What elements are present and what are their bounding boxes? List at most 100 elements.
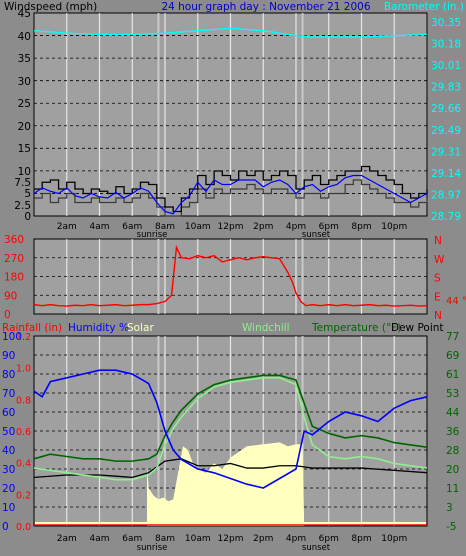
top-x-tick-label: 12pm [218,222,244,232]
temperature-tick-label: 36 [446,426,460,438]
temperature-tick-label: 69 [446,350,459,362]
barometer-tick-label: 29.14 [431,168,461,180]
bottom-x-tick-label: 4pm [286,534,306,544]
current-direction-readout: 44 ° [446,296,466,307]
barometer-tick-label: 28.79 [431,211,461,223]
wind-direction-line [33,244,428,307]
legend-windchill: Windchill [242,322,290,334]
temperature-tick-label: 44 [446,407,460,419]
solar-area [146,442,305,526]
temperature-tick-label: 28 [446,445,459,457]
sunrise-label-top: sunrise [137,230,168,240]
temperature-tick-label: 3 [446,502,453,514]
direction-tick-label: 180 [4,272,24,284]
humidity-tick-label: 50 [2,426,15,438]
humidity-tick-label: 20 [2,483,15,495]
bottom-x-tick-label: 12pm [218,534,244,544]
top-x-tick-label: 2pm [253,222,273,232]
data-series [33,27,428,526]
temperature-line [33,374,428,462]
barometer-tick-label: 29.66 [431,103,461,115]
barometer-tick-label: 30.01 [431,60,461,72]
humidity-tick-label: 0 [2,521,9,533]
sunset-label-bottom: sunset [302,543,331,553]
rain-tick-label: 1.0 [16,364,31,375]
humidity-tick-label: 60 [2,407,15,419]
temperature-tick-label: 20 [446,464,459,476]
windspeed-tick-label: 30 [18,76,31,88]
windspeed-tick-label: 7.5 [14,177,31,189]
bottom-x-tick-label: 6pm [319,534,339,544]
compass-point-label: N [434,235,442,247]
rain-tick-label: 0.2 [16,490,31,501]
barometer-tick-label: 29.83 [431,82,461,94]
axis-ticks: 2am 4am 6am 8am 10am 12pm 2pm 4pm 6pm 8pm 10pm 2am 4… [2,8,461,544]
bottom-x-tick-label: 6am [122,534,142,544]
bottom-x-tick-label: 8pm [351,534,371,544]
bottom-x-tick-label: 8am [155,534,175,544]
dewpoint-line [33,458,428,478]
bottom-x-tick-label: 2pm [253,534,273,544]
legend-dewpoint: Dew Point [391,322,444,334]
sunrise-label-bottom: sunrise [137,543,168,553]
compass-point-label: S [434,273,441,285]
bottom-x-tick-label: 4am [89,534,109,544]
top-x-tick-label: 6pm [319,222,339,232]
top-x-tick-label: 4pm [286,222,306,232]
top-x-tick-label: 4am [89,222,109,232]
bottom-x-tick-label: 10am [185,534,211,544]
windspeed-tick-label: 2.5 [14,200,31,212]
windspeed-tick-label: 35 [18,53,31,65]
windspeed-axis-title: Windspeed (mph) [4,1,97,13]
top-x-tick-label: 10pm [381,222,407,232]
top-x-tick-label: 8am [155,222,175,232]
windspeed-tick-label: 15 [18,143,31,155]
barometer-tick-label: 29.49 [431,125,461,137]
humidity-tick-label: 90 [2,350,15,362]
rain-tick-label: 0.6 [16,427,31,438]
barometer-tick-label: 30.18 [431,39,461,51]
rain-tick-label: 0.4 [16,459,31,470]
direction-tick-label: 270 [4,253,24,265]
temperature-tick-label: -5 [446,521,456,533]
temperature-tick-label: 77 [446,331,459,343]
rainfall-bar [35,522,426,525]
rain-tick-label: 0.8 [16,395,31,406]
rain-tick-label: 0.0 [16,522,31,533]
windspeed-tick-label: 25 [18,98,31,110]
temperature-tick-label: 61 [446,369,459,381]
top-x-tick-label: 2am [57,222,77,232]
top-x-tick-label: 8pm [351,222,371,232]
legend-rainfall: Rainfall (in) [2,322,62,334]
direction-tick-label: 90 [4,290,17,302]
windchill-line [33,376,428,481]
compass-point-label: E [434,291,441,303]
temperature-tick-label: 53 [446,388,459,400]
humidity-tick-label: 40 [2,445,15,457]
barometer-tick-label: 28.97 [431,189,461,201]
bottom-x-tick-label: 2am [57,534,77,544]
windspeed-tick-label: 45 [18,8,31,20]
rain-tick-label: 1.2 [16,332,31,343]
top-x-tick-label: 6am [122,222,142,232]
humidity-line [33,369,428,489]
legend-humidity: Humidity % [68,322,129,334]
sunset-label-top: sunset [302,230,331,240]
direction-tick-label: 0 [4,309,11,321]
direction-tick-label: 360 [4,234,24,246]
legend-temperature: Temperature (°F) [311,322,401,334]
graph-title: 24 hour graph day : November 21 2006 [161,1,370,13]
compass-point-label: W [434,254,445,266]
windspeed-tick-label: 40 [18,31,31,43]
wind-gust-line [34,179,428,217]
humidity-tick-label: 100 [2,331,22,343]
top-x-tick-label: 10am [185,222,211,232]
humidity-tick-label: 80 [2,369,15,381]
humidity-tick-label: 10 [2,502,15,514]
humidity-tick-label: 70 [2,388,15,400]
windspeed-tick-label: 5 [24,188,31,200]
humidity-tick-label: 30 [2,464,15,476]
temperature-tick-label: 11 [446,483,459,495]
